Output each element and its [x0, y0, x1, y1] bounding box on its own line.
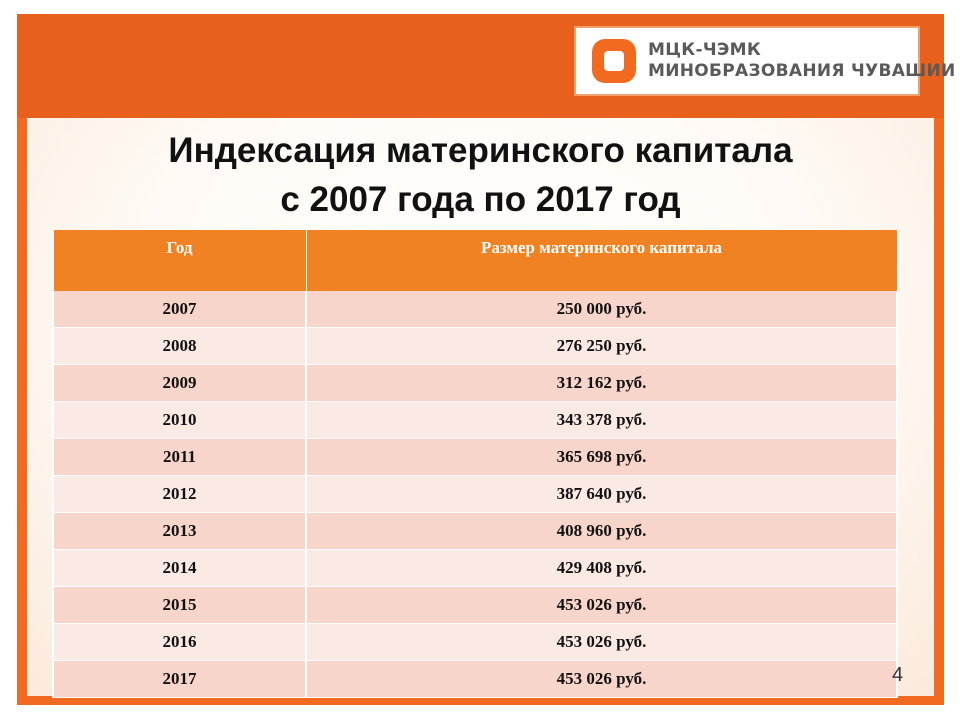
- cell-year: 2014: [52, 549, 307, 587]
- capital-table: Год Размер материнского капитала 2007 25…: [52, 230, 898, 698]
- table-row: 2007 250 000 руб.: [52, 291, 898, 328]
- table-row: 2016 453 026 руб.: [52, 623, 898, 661]
- cell-year: 2010: [52, 401, 307, 439]
- logo-text: МЦК-ЧЭМК МИНОБРАЗОВАНИЯ ЧУВАШИИ: [648, 40, 956, 82]
- cell-year: 2009: [52, 364, 307, 402]
- table-row: 2014 429 408 руб.: [52, 549, 898, 587]
- cell-amount: 408 960 руб.: [305, 512, 898, 550]
- logo: МЦК-ЧЭМК МИНОБРАЗОВАНИЯ ЧУВАШИИ: [574, 26, 956, 96]
- header-year: Год: [52, 230, 307, 291]
- page-number: 4: [892, 664, 904, 686]
- table-row: 2012 387 640 руб.: [52, 475, 898, 513]
- cell-year: 2007: [52, 291, 307, 328]
- title-line-2: с 2007 года по 2017 год: [280, 180, 681, 219]
- cell-year: 2013: [52, 512, 307, 550]
- cell-amount: 453 026 руб.: [305, 586, 898, 624]
- table-row: 2013 408 960 руб.: [52, 512, 898, 550]
- cell-year: 2016: [52, 623, 307, 661]
- cell-amount: 387 640 руб.: [305, 475, 898, 513]
- cell-year: 2012: [52, 475, 307, 513]
- logo-line-2: МИНОБРАЗОВАНИЯ ЧУВАШИИ: [648, 61, 956, 81]
- logo-line-1: МЦК-ЧЭМК: [648, 40, 762, 60]
- cell-amount: 276 250 руб.: [305, 327, 898, 365]
- cell-amount: 343 378 руб.: [305, 401, 898, 439]
- cell-year: 2017: [52, 660, 307, 698]
- table-row: 2017 453 026 руб.: [52, 660, 898, 698]
- table-row: 2008 276 250 руб.: [52, 327, 898, 365]
- cell-amount: 250 000 руб.: [305, 291, 898, 328]
- page-title: Индексация материнского капитала с 2007 …: [27, 118, 934, 224]
- cell-year: 2015: [52, 586, 307, 624]
- table-row: 2010 343 378 руб.: [52, 401, 898, 439]
- cell-year: 2008: [52, 327, 307, 365]
- cell-amount: 429 408 руб.: [305, 549, 898, 587]
- cell-amount: 312 162 руб.: [305, 364, 898, 402]
- table-row: 2011 365 698 руб.: [52, 438, 898, 476]
- cell-amount: 453 026 руб.: [305, 660, 898, 698]
- cell-amount: 453 026 руб.: [305, 623, 898, 661]
- header-amount: Размер материнского капитала: [305, 230, 898, 291]
- title-line-1: Индексация материнского капитала: [168, 131, 793, 170]
- table-header-row: Год Размер материнского капитала: [52, 230, 898, 291]
- table-row: 2015 453 026 руб.: [52, 586, 898, 624]
- cell-amount: 365 698 руб.: [305, 438, 898, 476]
- table-row: 2009 312 162 руб.: [52, 364, 898, 402]
- orange-square-ring-logo-icon: [592, 39, 636, 83]
- cell-year: 2011: [52, 438, 307, 476]
